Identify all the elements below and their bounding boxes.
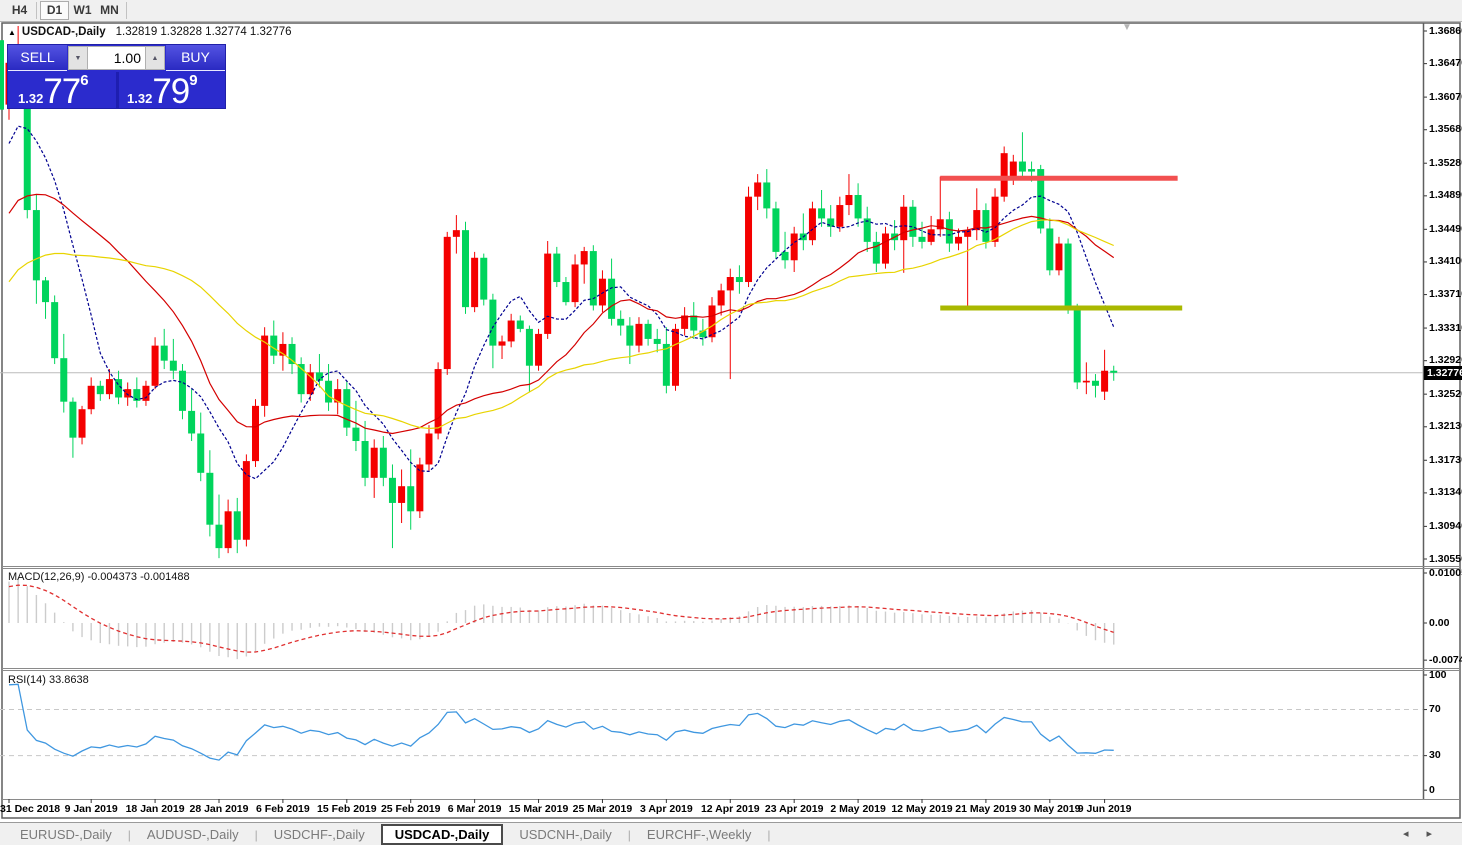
timeframe-w1-button[interactable]: W1 <box>73 3 92 17</box>
time-axis-label: 2 May 2019 <box>830 803 886 815</box>
price-axis-label: 1.34100 <box>1429 255 1462 268</box>
buy-button[interactable]: BUY <box>166 45 225 71</box>
price-axis-label: 1.32520 <box>1429 387 1462 400</box>
tab-eurchf-weekly[interactable]: EURCHF-,Weekly <box>646 826 752 842</box>
rsi-axis-label: 30 <box>1429 749 1441 762</box>
sell-button[interactable]: SELL <box>8 45 67 71</box>
timeframe-toolbar: H4 D1 W1 MN <box>0 0 1462 22</box>
price-axis-label: 1.35280 <box>1429 156 1462 169</box>
time-axis-label: 9 Jan 2019 <box>64 803 118 815</box>
time-axis-label: 3 Apr 2019 <box>639 803 693 815</box>
time-axis-label: 9 Jun 2019 <box>1077 803 1132 815</box>
timeframe-mn-button[interactable]: MN <box>100 3 119 17</box>
price-axis-label: 1.33710 <box>1429 288 1462 301</box>
buy-price[interactable]: 1.32799 <box>127 72 198 111</box>
time-axis-label: 12 Apr 2019 <box>700 803 760 815</box>
chart-tab-bar: EURUSD-,Daily | AUDUSD-,Daily | USDCHF-,… <box>0 822 1462 845</box>
sell-price-big: 77 <box>43 72 81 111</box>
time-axis-label: 15 Mar 2019 <box>508 803 569 815</box>
price-axis-label: 1.36860 <box>1429 24 1462 37</box>
time-axis-label: 23 Apr 2019 <box>764 803 824 815</box>
tab-usdcnh-daily[interactable]: USDCNH-,Daily <box>519 826 612 842</box>
price-axis-label: 1.32130 <box>1429 420 1462 433</box>
price-axis-label: 1.35680 <box>1429 123 1462 136</box>
volume-input[interactable]: 1.00 <box>88 46 145 70</box>
price-axis-label: 1.34890 <box>1429 189 1462 202</box>
chart-shift-icon[interactable]: ▼ <box>1122 22 1132 33</box>
price-axis-label: 1.33310 <box>1429 321 1462 334</box>
toolbar-divider <box>126 2 127 19</box>
time-axis-label: 21 May 2019 <box>955 803 1017 815</box>
time-axis-label: 31 Dec 2018 <box>0 803 61 815</box>
volume-stepper: ▼ 1.00 ▲ <box>67 45 166 71</box>
macd-axis-label: 0.00 <box>1429 616 1450 629</box>
tab-usdcad-daily[interactable]: USDCAD-,Daily <box>380 823 504 845</box>
tab-divider: | <box>627 827 631 842</box>
tab-divider: | <box>254 827 258 842</box>
time-axis-label: 15 Feb 2019 <box>317 803 377 815</box>
time-axis-label: 25 Feb 2019 <box>380 803 441 815</box>
sell-price[interactable]: 1.32776 <box>18 72 89 111</box>
chart-title: ▲ USDCAD-,Daily 1.32819 1.32828 1.32774 1.… <box>8 26 292 38</box>
rsi-axis-label: 70 <box>1429 703 1441 716</box>
chart-ohlc-values: 1.32819 1.32828 1.32774 1.32776 <box>115 26 292 38</box>
time-axis-label: 6 Mar 2019 <box>447 803 502 815</box>
price-axis-label: 1.30940 <box>1429 519 1462 532</box>
time-axis-label: 25 Mar 2019 <box>572 803 633 815</box>
timeframe-d1-button[interactable]: D1 <box>40 1 69 20</box>
time-axis-label: 30 May 2019 <box>1019 803 1081 815</box>
price-axis-label: 1.31340 <box>1429 486 1462 499</box>
quote-panel-divider <box>116 72 119 108</box>
time-axis-label: 28 Jan 2019 <box>189 803 249 815</box>
buy-price-big: 79 <box>152 72 190 111</box>
tab-usdchf-daily[interactable]: USDCHF-,Daily <box>273 826 365 842</box>
collapse-triangle-icon[interactable]: ▲ <box>8 28 16 37</box>
price-axis-label: 1.31730 <box>1429 453 1462 466</box>
price-axis-label: 1.36070 <box>1429 90 1462 103</box>
toolbar-divider <box>36 2 37 19</box>
rsi-axis-label: 100 <box>1429 668 1447 681</box>
tab-audusd-daily[interactable]: AUDUSD-,Daily <box>146 826 239 842</box>
time-axis-label: 12 May 2019 <box>891 803 953 815</box>
tab-scroll-right-icon[interactable]: ▸ <box>1426 828 1450 840</box>
price-axis-label: 1.32920 <box>1429 354 1462 367</box>
chart-symbol-label: USDCAD-,Daily <box>21 26 106 38</box>
volume-decrease-button[interactable]: ▼ <box>68 46 88 70</box>
rsi-axis-label: 0 <box>1429 783 1435 796</box>
price-axis-label: 1.34490 <box>1429 222 1462 235</box>
tab-divider: | <box>767 827 771 842</box>
tab-divider: | <box>127 827 131 842</box>
macd-axis-label: 0.010052 <box>1429 566 1462 579</box>
current-price-tag: 1.32776 <box>1424 365 1462 380</box>
rsi-indicator-label: RSI(14) 33.8638 <box>8 674 89 686</box>
timeframe-h4-button[interactable]: H4 <box>11 3 28 17</box>
macd-axis-label: -0.007469 <box>1429 653 1462 666</box>
buy-price-pip: 9 <box>189 72 198 89</box>
tab-eurusd-daily[interactable]: EURUSD-,Daily <box>20 826 112 842</box>
time-axis-label: 18 Jan 2019 <box>125 803 185 815</box>
one-click-trading-panel: SELL ▼ 1.00 ▲ BUY 1.32776 1.32799 <box>8 45 225 111</box>
time-axis-label: 6 Feb 2019 <box>256 803 310 815</box>
sell-price-prefix: 1.32 <box>18 91 44 106</box>
tab-scroll-left-icon[interactable]: ◂ <box>1402 828 1427 840</box>
macd-indicator-label: MACD(12,26,9) -0.004373 -0.001488 <box>8 571 190 583</box>
price-axis-label: 1.36470 <box>1429 57 1462 70</box>
sell-price-pip: 6 <box>80 72 89 89</box>
buy-price-prefix: 1.32 <box>127 91 153 106</box>
volume-increase-button[interactable]: ▲ <box>145 46 165 70</box>
